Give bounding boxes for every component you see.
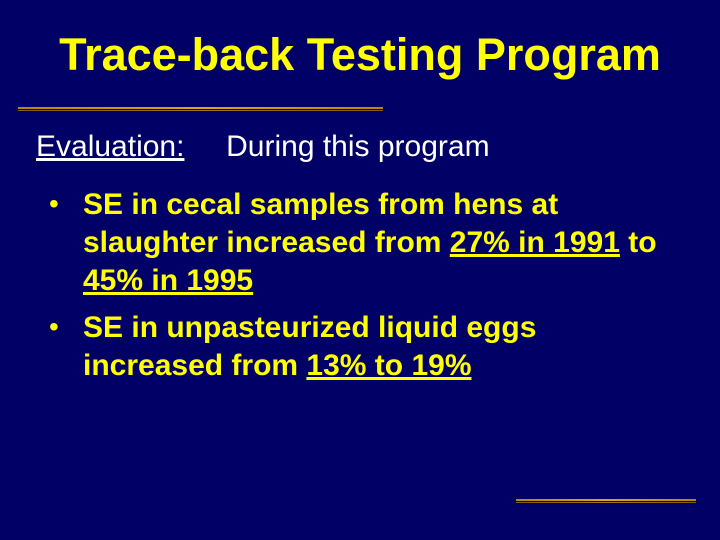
bullet-list: • SE in cecal samples from hens at slaug… [0,184,720,386]
bullet-icon: • [45,186,83,222]
list-item: • SE in cecal samples from hens at slaug… [45,186,675,301]
divider-top [18,107,383,113]
slide: Trace-back Testing Program Evaluation: D… [0,0,720,540]
bullet-text: SE in cecal samples from hens at slaught… [83,186,675,301]
divider-bottom [516,499,696,505]
bullet-text: SE in unpasteurized liquid eggs increase… [83,309,675,386]
bullet-underline: 13% to 19% [306,349,471,382]
subhead-rest: During this program [226,130,489,163]
slide-title: Trace-back Testing Program [0,20,720,98]
bullet-underline: 27% in 1991 [450,226,620,259]
bullet-underline: 45% in 1995 [83,264,253,297]
list-item: • SE in unpasteurized liquid eggs increa… [45,309,675,386]
bullet-icon: • [45,309,83,345]
bullet-mid: to [620,226,657,259]
subhead-label: Evaluation: [36,130,184,163]
